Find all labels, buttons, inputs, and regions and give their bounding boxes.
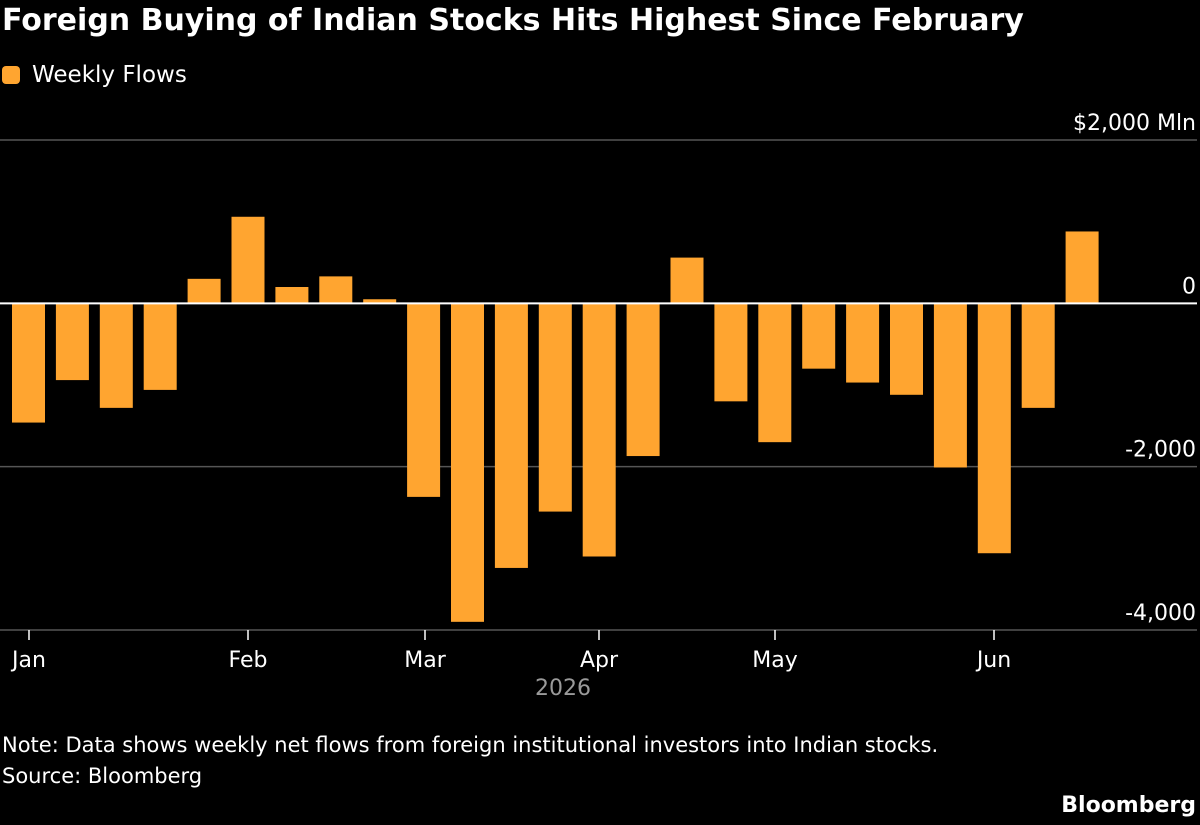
chart-title: Foreign Buying of Indian Stocks Hits Hig… <box>2 3 1024 38</box>
bar-week-13 <box>538 303 572 512</box>
y-tick-label-0: $2,000 Mln <box>1073 111 1196 136</box>
bar-week-10 <box>407 303 441 497</box>
y-tick-label-2: -2,000 <box>1125 438 1196 463</box>
bar-chart: $2,000 Mln 0 -2,000 -4,000 Jan Feb Mar Apr May Ju… <box>0 111 1197 701</box>
legend-swatch-weekly-flows <box>2 66 20 84</box>
bar-week-15 <box>626 303 660 457</box>
legend: Weekly Flows <box>2 61 187 89</box>
x-tick-label-feb: Feb <box>229 648 268 673</box>
bar-week-5 <box>187 278 221 304</box>
bar-week-23 <box>977 303 1011 554</box>
y-tick-label-3: -4,000 <box>1125 601 1196 626</box>
bloomberg-logo: Bloomberg <box>1061 793 1196 818</box>
bar-week-18 <box>758 303 792 443</box>
y-tick-label-1: 0 <box>1182 274 1196 299</box>
x-tick-label-apr: Apr <box>580 648 619 673</box>
bar-week-1 <box>12 303 45 423</box>
x-tick-label-jun: Jun <box>975 648 1011 673</box>
bar-week-16 <box>670 257 704 304</box>
bar-week-9 <box>363 299 397 304</box>
bar-week-25 <box>1065 231 1099 304</box>
x-tick-label-jan: Jan <box>10 648 46 673</box>
bar-week-22 <box>933 303 967 468</box>
x-tick-label-may: May <box>752 648 797 673</box>
bar-week-14 <box>582 303 616 557</box>
bar-week-2 <box>55 303 89 381</box>
bar-week-8 <box>319 276 353 304</box>
bar-week-20 <box>846 303 880 383</box>
bar-week-11 <box>451 303 484 622</box>
bar-week-19 <box>802 303 836 369</box>
bar-week-24 <box>1021 303 1055 408</box>
chart-source: Source: Bloomberg <box>2 764 203 788</box>
bar-week-3 <box>99 303 133 408</box>
bar-week-17 <box>714 303 748 402</box>
legend-label-weekly-flows: Weekly Flows <box>32 62 187 88</box>
x-year-label: 2026 <box>535 676 591 701</box>
bar-week-7 <box>275 287 309 304</box>
bar-week-21 <box>890 303 923 395</box>
bar-week-12 <box>494 303 528 568</box>
x-tick-label-mar: Mar <box>404 648 446 673</box>
bar-week-6 <box>231 216 265 304</box>
bar-week-4 <box>143 303 177 390</box>
chart-note: Note: Data shows weekly net flows from f… <box>2 733 939 757</box>
